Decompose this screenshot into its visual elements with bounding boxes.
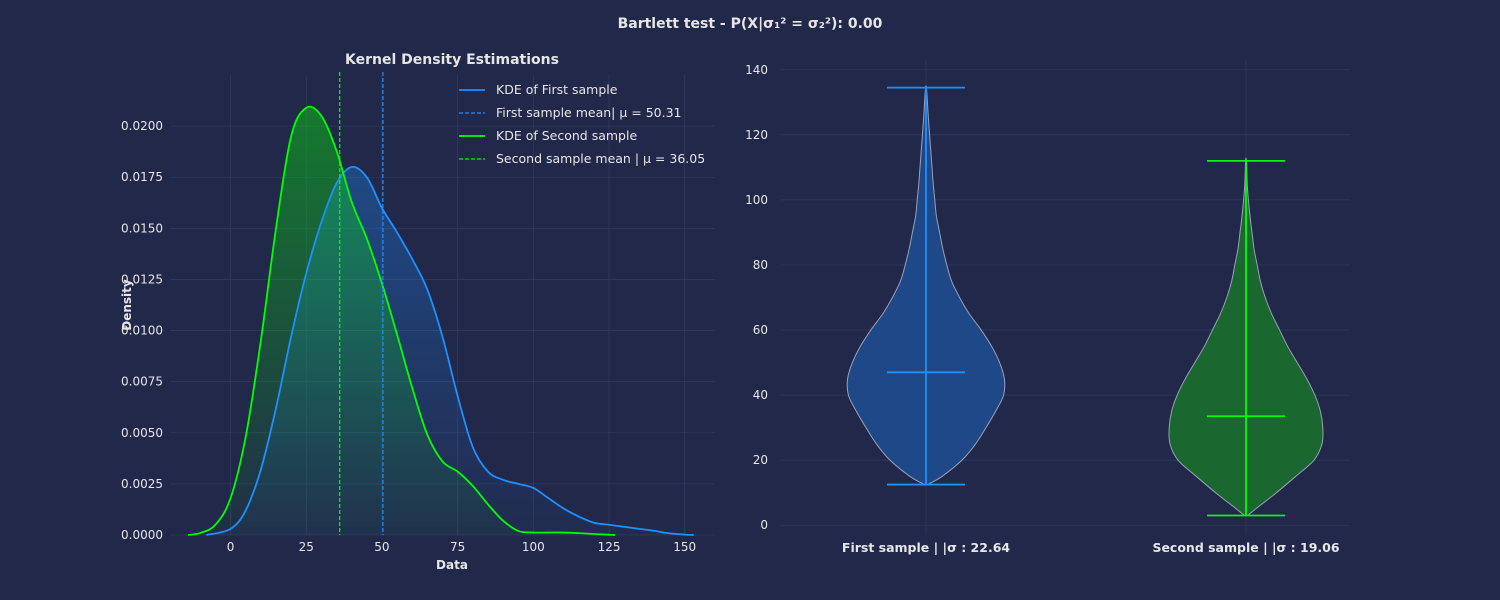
violin-y-tick-label: 20 xyxy=(753,453,768,467)
kde-x-tick-label: 125 xyxy=(598,540,621,554)
kde-y-tick-label: 0.0125 xyxy=(121,272,163,286)
violin-y-tick-label: 40 xyxy=(753,388,768,402)
kde-x-tick-label: 25 xyxy=(299,540,314,554)
kde-x-tick-label: 50 xyxy=(374,540,389,554)
violin-y-tick-label: 80 xyxy=(753,258,768,272)
violin-y-tick-label: 60 xyxy=(753,323,768,337)
violin-y-tick-label: 0 xyxy=(760,518,768,532)
violin-y-tick-label: 100 xyxy=(745,193,768,207)
violin-category-labels: First sample | |σ : 22.64 Second sample |… xyxy=(842,540,1340,555)
kde-line-first xyxy=(206,165,694,536)
violin-y-tick-labels: 0 20 40 60 80 100 120 140 xyxy=(745,63,768,532)
kde-series-lines xyxy=(188,105,694,536)
kde-y-tick-label: 0.0100 xyxy=(121,324,163,338)
kde-area-fills xyxy=(188,106,694,535)
legend-label-1: First sample mean| μ = 50.31 xyxy=(496,105,682,120)
legend-label-3: Second sample mean | μ = 36.05 xyxy=(496,151,705,166)
kde-x-tick-label: 75 xyxy=(450,540,465,554)
kde-area-second xyxy=(188,106,616,535)
kde-y-tick-label: 0.0075 xyxy=(121,375,163,389)
kde-y-tick-label: 0.0050 xyxy=(121,426,163,440)
kde-x-tick-labels: 0 25 50 75 100 125 150 xyxy=(227,540,696,554)
kde-y-tick-label: 0.0150 xyxy=(121,221,163,235)
kde-x-tick-label: 150 xyxy=(673,540,696,554)
kde-y-tick-label: 0.0000 xyxy=(121,528,163,542)
kde-y-axis-label: Density xyxy=(120,279,134,331)
violin-chart: 0 20 40 60 80 100 120 140 First sample | |σ : 2… xyxy=(745,60,1350,555)
kde-x-tick-label: 0 xyxy=(227,540,235,554)
figure-suptitle: Bartlett test - P(X|σ₁² = σ₂²): 0.00 xyxy=(618,16,883,32)
violin-category-label-second: Second sample | |σ : 19.06 xyxy=(1152,540,1339,555)
legend-label-0: KDE of First sample xyxy=(496,82,618,97)
kde-y-tick-label: 0.0025 xyxy=(121,477,163,491)
kde-y-tick-label: 0.0200 xyxy=(121,119,163,133)
violin-bodies xyxy=(846,85,1324,517)
legend-label-2: KDE of Second sample xyxy=(496,128,637,143)
kde-title: Kernel Density Estimations xyxy=(345,52,559,68)
kde-line-second xyxy=(188,105,616,536)
kde-y-tick-label: 0.0175 xyxy=(121,170,163,184)
kde-x-axis-label: Data xyxy=(436,558,468,572)
kde-y-tick-labels: 0.0000 0.0025 0.0050 0.0075 0.0100 0.0125 0.01… xyxy=(121,119,163,542)
kde-x-tick-label: 100 xyxy=(522,540,545,554)
kde-chart: 0 25 50 75 100 125 150 0.0000 0.0025 0.0050 0.007… xyxy=(120,52,715,572)
violin-y-tick-label: 140 xyxy=(745,63,768,77)
violin-category-label-first: First sample | |σ : 22.64 xyxy=(842,540,1010,555)
kde-mean-lines xyxy=(339,72,384,535)
kde-legend: KDE of First sample First sample mean| μ … xyxy=(459,82,705,166)
violin-y-tick-label: 120 xyxy=(745,128,768,142)
